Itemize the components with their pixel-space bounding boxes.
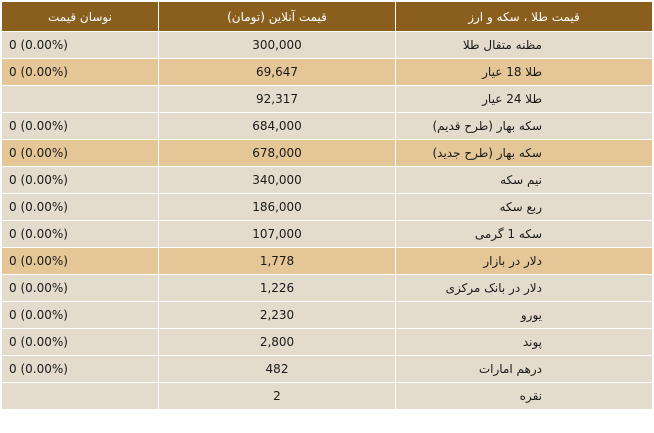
row-price: 300,000	[158, 31, 396, 59]
table-row: سکه بهار (طرح جدید) 678,000 0 (0.00%)	[1, 139, 653, 167]
row-name: نقره	[395, 382, 653, 410]
row-price: 2	[158, 382, 396, 410]
table-row: ربع سکه 186,000 0 (0.00%)	[1, 193, 653, 221]
header-change: نوسان قیمت	[1, 1, 159, 32]
row-name: سکه بهار (طرح جدید)	[395, 139, 653, 167]
row-price: 107,000	[158, 220, 396, 248]
row-price: 92,317	[158, 85, 396, 113]
header-row: قیمت طلا ، سکه و ارز قیمت آنلاین (تومان)…	[1, 1, 653, 32]
row-name: پوند	[395, 328, 653, 356]
table-row: طلا 18 عیار 69,647 0 (0.00%)	[1, 58, 653, 86]
row-change: 0 (0.00%)	[1, 328, 159, 356]
row-price: 69,647	[158, 58, 396, 86]
row-name: دلار در بازار	[395, 247, 653, 275]
row-price: 1,778	[158, 247, 396, 275]
table-row: نیم سکه 340,000 0 (0.00%)	[1, 166, 653, 194]
row-price: 684,000	[158, 112, 396, 140]
row-name: سکه بهار (طرح قدیم)	[395, 112, 653, 140]
table-row: درهم امارات 482 0 (0.00%)	[1, 355, 653, 383]
row-change: 0 (0.00%)	[1, 112, 159, 140]
row-name: طلا 18 عیار	[395, 58, 653, 86]
row-price: 482	[158, 355, 396, 383]
row-change	[1, 382, 159, 410]
table-row: دلار در بانک مرکزی 1,226 0 (0.00%)	[1, 274, 653, 302]
row-change: 0 (0.00%)	[1, 31, 159, 59]
table-row: دلار در بازار 1,778 0 (0.00%)	[1, 247, 653, 275]
row-price: 186,000	[158, 193, 396, 221]
row-name: دلار در بانک مرکزی	[395, 274, 653, 302]
row-price: 678,000	[158, 139, 396, 167]
table-row: یورو 2,230 0 (0.00%)	[1, 301, 653, 329]
row-change	[1, 85, 159, 113]
table-row: طلا 24 عیار 92,317	[1, 85, 653, 113]
row-change: 0 (0.00%)	[1, 355, 159, 383]
table-row: مظنه متقال طلا 300,000 0 (0.00%)	[1, 31, 653, 59]
row-name: سکه 1 گرمی	[395, 220, 653, 248]
row-price: 340,000	[158, 166, 396, 194]
row-price: 2,800	[158, 328, 396, 356]
header-item: قیمت طلا ، سکه و ارز	[395, 1, 653, 32]
table-row: سکه 1 گرمی 107,000 0 (0.00%)	[1, 220, 653, 248]
row-change: 0 (0.00%)	[1, 220, 159, 248]
table-row: سکه بهار (طرح قدیم) 684,000 0 (0.00%)	[1, 112, 653, 140]
row-name: ربع سکه	[395, 193, 653, 221]
row-change: 0 (0.00%)	[1, 301, 159, 329]
row-price: 2,230	[158, 301, 396, 329]
table-row: نقره 2	[1, 382, 653, 410]
row-change: 0 (0.00%)	[1, 139, 159, 167]
row-name: درهم امارات	[395, 355, 653, 383]
row-name: مظنه متقال طلا	[395, 31, 653, 59]
row-change: 0 (0.00%)	[1, 58, 159, 86]
price-table: قیمت طلا ، سکه و ارز قیمت آنلاین (تومان)…	[1, 1, 653, 410]
header-price: قیمت آنلاین (تومان)	[158, 1, 396, 32]
row-change: 0 (0.00%)	[1, 274, 159, 302]
row-name: طلا 24 عیار	[395, 85, 653, 113]
row-name: یورو	[395, 301, 653, 329]
table-row: پوند 2,800 0 (0.00%)	[1, 328, 653, 356]
table-body: مظنه متقال طلا 300,000 0 (0.00%) طلا 18 عیا…	[1, 31, 653, 410]
row-change: 0 (0.00%)	[1, 247, 159, 275]
row-change: 0 (0.00%)	[1, 166, 159, 194]
row-change: 0 (0.00%)	[1, 193, 159, 221]
row-name: نیم سکه	[395, 166, 653, 194]
row-price: 1,226	[158, 274, 396, 302]
